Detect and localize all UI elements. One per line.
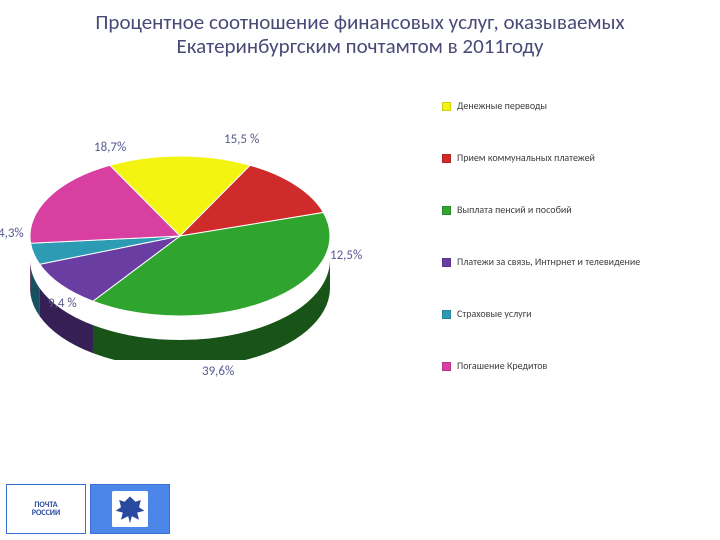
legend-label: Прием коммунальных платежей	[457, 152, 704, 164]
label-slice-3: 9,4 %	[48, 296, 77, 311]
label-slice-2: 39,6%	[202, 364, 234, 379]
legend-swatch	[442, 362, 451, 371]
logo-row: ПОЧТА РОССИИ	[6, 484, 170, 534]
legend-swatch	[442, 258, 451, 267]
label-slice-5: 18,7%	[94, 140, 126, 155]
legend-item: Выплата пенсий и пособий	[442, 204, 704, 216]
eagle-icon	[112, 491, 148, 527]
legend-swatch	[442, 206, 451, 215]
legend: Денежные переводы Прием коммунальных пла…	[442, 100, 704, 372]
chart-area: 15,5 % 12,5% 39,6% 9,4 % 4,3% 18,7% Дене…	[0, 64, 720, 504]
pie-3d	[10, 136, 350, 416]
label-slice-0: 15,5 %	[224, 132, 259, 147]
legend-item: Погашение Кредитов	[442, 360, 704, 372]
legend-label: Страховые услуги	[457, 308, 704, 320]
legend-swatch	[442, 310, 451, 319]
legend-label: Платежи за связь, Интнрнет и телевидение	[457, 256, 704, 268]
logo-emblem	[90, 484, 170, 534]
legend-label: Денежные переводы	[457, 100, 704, 112]
logo-pochta-text: ПОЧТА РОССИИ	[32, 501, 61, 517]
legend-item: Страховые услуги	[442, 308, 704, 320]
legend-label: Погашение Кредитов	[457, 360, 704, 372]
label-slice-1: 12,5%	[330, 248, 362, 263]
legend-item: Платежи за связь, Интнрнет и телевидение	[442, 256, 704, 268]
legend-label: Выплата пенсий и пособий	[457, 204, 704, 216]
chart-title: Процентное соотношение финансовых услуг,…	[0, 0, 720, 64]
legend-item: Денежные переводы	[442, 100, 704, 112]
logo-pochta: ПОЧТА РОССИИ	[6, 484, 86, 534]
legend-item: Прием коммунальных платежей	[442, 152, 704, 164]
legend-swatch	[442, 154, 451, 163]
legend-swatch	[442, 102, 451, 111]
label-slice-4: 4,3%	[0, 226, 24, 241]
